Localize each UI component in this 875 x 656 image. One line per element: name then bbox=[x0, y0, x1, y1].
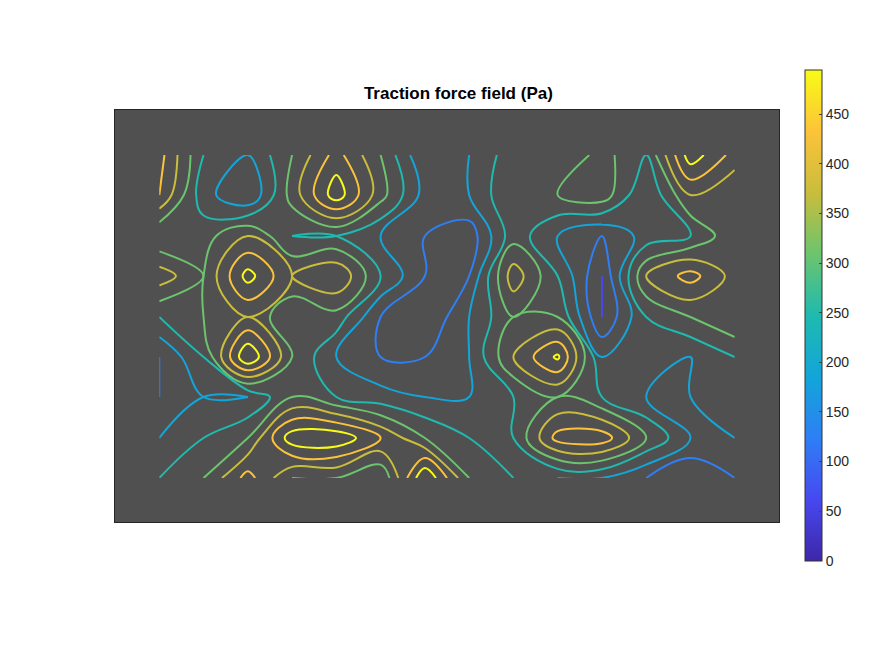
svg-text:450: 450 bbox=[826, 106, 850, 122]
svg-text:250: 250 bbox=[826, 305, 850, 321]
svg-text:400: 400 bbox=[826, 156, 850, 172]
svg-text:100: 100 bbox=[826, 453, 850, 469]
svg-text:200: 200 bbox=[826, 354, 850, 370]
svg-text:300: 300 bbox=[826, 255, 850, 271]
svg-text:0: 0 bbox=[826, 553, 834, 569]
svg-text:350: 350 bbox=[826, 205, 850, 221]
svg-text:150: 150 bbox=[826, 404, 850, 420]
svg-text:50: 50 bbox=[826, 503, 842, 519]
svg-text:Traction force field (Pa): Traction force field (Pa) bbox=[364, 84, 553, 103]
